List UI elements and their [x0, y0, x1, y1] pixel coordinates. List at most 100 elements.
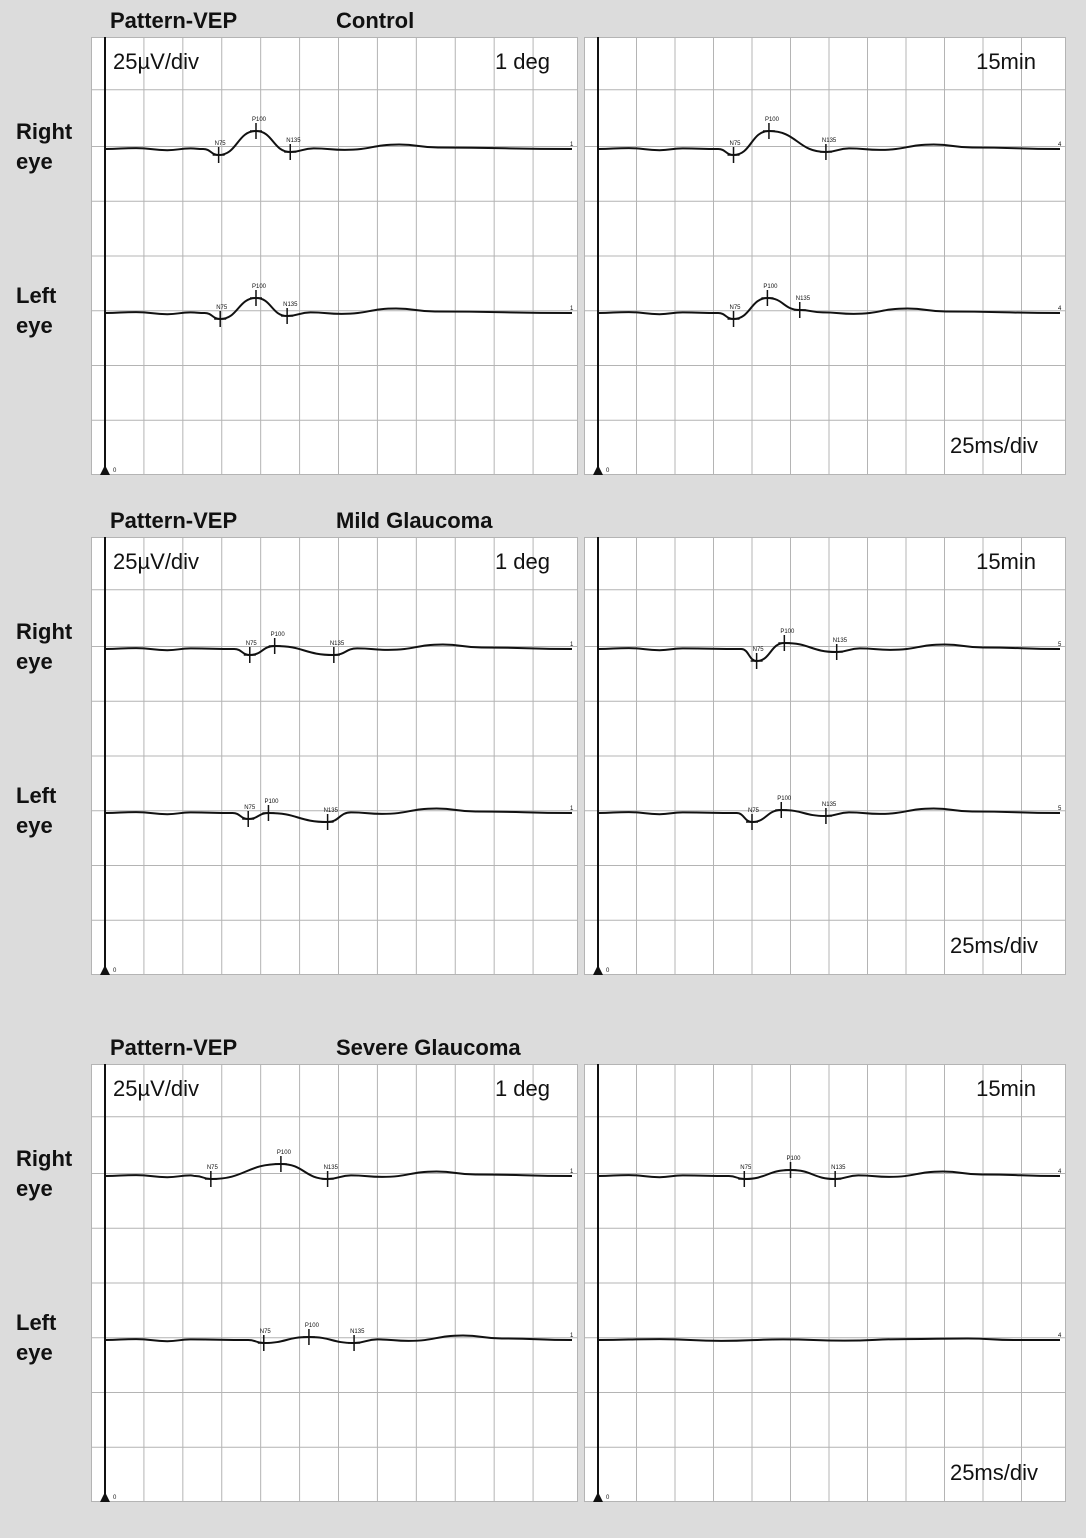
peak-marker-p100: [262, 805, 275, 821]
panel-border: [584, 1064, 1066, 1502]
vep-plot: 0 4 N75 P100 N135 4: [584, 1064, 1066, 1502]
time-zero-marker: [100, 965, 110, 975]
peak-label-n75: N75: [260, 1329, 272, 1335]
trace-end-label: 1: [570, 1169, 574, 1175]
peak-marker-n75: [243, 647, 256, 663]
peak-marker-p100: [249, 123, 262, 139]
peak-marker-n135: [819, 808, 832, 824]
peak-label-p100: P100: [787, 1156, 802, 1162]
time-scale-label: 25ms/div: [949, 1460, 1038, 1485]
peak-marker-n75: [727, 311, 740, 327]
peak-label-n135: N135: [796, 296, 811, 302]
stimulus-label: 1 deg: [494, 1076, 550, 1101]
peak-label-n75: N75: [216, 305, 228, 311]
panel-border: [584, 537, 1066, 975]
time-zero-marker: [100, 465, 110, 475]
time-zero-marker: [593, 1492, 603, 1502]
peak-label-p100: P100: [277, 1150, 292, 1156]
trace-end-label: 4: [1058, 142, 1062, 148]
vep-panel-1deg: 0 1 N75 P100 N135 1 N75 P100 N135 25µV/div 1 deg: [91, 537, 578, 975]
section-condition: Control: [336, 8, 415, 33]
stimulus-label: 15min: [976, 1076, 1036, 1101]
peak-marker-n135: [321, 1171, 334, 1187]
peak-marker-n135: [348, 1335, 361, 1351]
peak-marker-n75: [214, 311, 227, 327]
peak-label-p100: P100: [305, 1323, 320, 1329]
peak-marker-n135: [793, 302, 806, 318]
peak-label-n135: N135: [330, 641, 345, 647]
peak-label-n135: N135: [822, 802, 837, 808]
peak-label-n75: N75: [207, 1165, 219, 1171]
peak-marker-n75: [242, 811, 255, 827]
eye-label-left: Left eye: [16, 1310, 57, 1365]
peak-label-p100: P100: [264, 799, 279, 805]
peak-marker-p100: [268, 638, 281, 654]
stimulus-label: 15min: [976, 49, 1036, 74]
peak-label-n75: N75: [730, 141, 742, 147]
panel-border: [91, 37, 578, 475]
section-condition: Severe Glaucoma: [336, 1035, 521, 1060]
time-zero-marker: [593, 965, 603, 975]
peak-label-n75: N75: [215, 141, 227, 147]
vep-panel-15min: 0 4 N75 P100 N135 4 N75 P100 N135 15min 25ms/div: [584, 37, 1066, 475]
trace-end-label: 5: [1058, 642, 1062, 648]
eye-label-right: Right eye: [16, 119, 73, 174]
peak-marker-p100: [274, 1156, 287, 1172]
trace-end-label: 1: [570, 142, 574, 148]
time-zero-label: 0: [113, 1495, 117, 1501]
eye-label-left: Left eye: [16, 783, 57, 838]
trace-end-label: 4: [1058, 1333, 1062, 1339]
time-zero-marker: [593, 465, 603, 475]
peak-label-n75: N75: [748, 808, 760, 814]
peak-label-n135: N135: [822, 138, 837, 144]
peak-label-p100: P100: [777, 796, 792, 802]
panel-border: [91, 537, 578, 975]
peak-marker-n75: [204, 1171, 217, 1187]
amplitude-scale-label: 25µV/div: [113, 1076, 200, 1101]
peak-label-p100: P100: [252, 284, 267, 290]
amplitude-scale-label: 25µV/div: [113, 49, 200, 74]
peak-label-n135: N135: [833, 638, 848, 644]
peak-label-n135: N135: [350, 1329, 365, 1335]
peak-label-p100: P100: [252, 117, 267, 123]
peak-marker-n135: [321, 814, 334, 830]
trace-end-label: 1: [570, 306, 574, 312]
peak-label-n75: N75: [246, 641, 258, 647]
peak-marker-n135: [829, 1171, 842, 1187]
peak-marker-n75: [746, 814, 758, 830]
peak-marker-n75: [212, 147, 225, 163]
peak-label-n75: N75: [753, 647, 765, 653]
peak-label-n135: N135: [283, 302, 298, 308]
peak-marker-p100: [761, 290, 774, 306]
trace-end-label: 1: [570, 642, 574, 648]
vep-panel-15min: 0 5 N75 P100 N135 5 N75 P100 N135 15min 25ms/div: [584, 537, 1066, 975]
peak-marker-n75: [750, 653, 763, 669]
vep-plot: 0 1 N75 P100 N135 1 N75 P100 N135: [91, 1064, 578, 1502]
vep-trace-left-eye: [104, 296, 573, 321]
eye-label-left: Left eye: [16, 283, 57, 338]
panel-border: [584, 37, 1066, 475]
peak-label-n135: N135: [831, 1165, 846, 1171]
peak-label-p100: P100: [765, 117, 780, 123]
peak-marker-p100: [778, 635, 791, 651]
peak-label-n135: N135: [286, 138, 301, 144]
peak-marker-p100: [762, 123, 775, 139]
vep-panel-1deg: 0 1 N75 P100 N135 1 N75 P100 N135 25µV/div 1 deg: [91, 1064, 578, 1502]
time-zero-label: 0: [606, 968, 610, 974]
vep-plot: 0 4 N75 P100 N135 4 N75 P100 N135: [584, 37, 1066, 475]
section-title: Pattern-VEP: [110, 1035, 238, 1060]
vep-trace-left-eye: [597, 1337, 1060, 1342]
peak-label-n135: N135: [324, 808, 339, 814]
peak-marker-n135: [327, 647, 340, 663]
peak-marker-n135: [830, 644, 843, 660]
panel-border: [91, 1064, 578, 1502]
vep-plot: 0 1 N75 P100 N135 1 N75 P100 N135: [91, 37, 578, 475]
section-condition: Mild Glaucoma: [336, 508, 493, 533]
time-zero-marker: [100, 1492, 110, 1502]
peak-label-n75: N75: [740, 1165, 752, 1171]
peak-marker-n135: [284, 144, 297, 160]
peak-marker-n75: [257, 1335, 270, 1351]
peak-marker-p100: [784, 1162, 797, 1178]
eye-label-right: Right eye: [16, 619, 73, 674]
trace-end-label: 4: [1058, 306, 1062, 312]
